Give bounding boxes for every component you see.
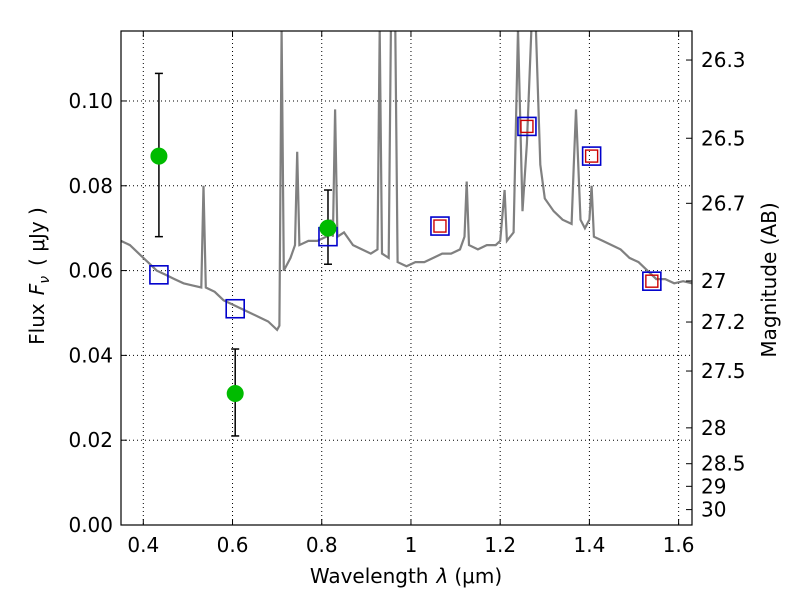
observed-nir-marker xyxy=(433,219,447,233)
y-axis-label: FluxFν( μJy ) xyxy=(25,207,53,345)
observed-nir-marker xyxy=(584,149,599,163)
plot-frame xyxy=(120,30,693,526)
x-tick-label: 1.6 xyxy=(663,533,695,557)
magnitude-tick-label: 29 xyxy=(701,474,726,498)
model-photometry-marker xyxy=(581,146,602,166)
magnitude-tick-label: 27.5 xyxy=(701,359,746,383)
magnitude-tick-label: 26.5 xyxy=(701,126,746,150)
model-photometry-marker xyxy=(517,116,537,137)
y-tick-label: 0.02 xyxy=(68,428,113,452)
y-tick-label: 0.04 xyxy=(68,343,113,367)
spectrum-line xyxy=(121,31,692,332)
right-axis-label: Magnitude (AB) xyxy=(757,202,781,357)
magnitude-tick-label: 30 xyxy=(701,498,726,522)
magnitude-tick-label: 26.3 xyxy=(701,48,746,72)
observed-nir-marker xyxy=(520,119,534,134)
magnitude-tick-label: 28 xyxy=(701,416,726,440)
observed-optical-marker xyxy=(319,219,337,237)
y-tick-label: 0.10 xyxy=(68,89,113,113)
x-tick-label: 0.4 xyxy=(127,533,159,557)
y-tick-label: 0.00 xyxy=(68,513,113,537)
axis-ticks xyxy=(121,31,692,526)
magnitude-tick-label: 27.2 xyxy=(701,310,746,334)
x-tick-labels: 0.4 0.6 0.8 1 1.2 1.4 1.6 xyxy=(127,533,694,557)
model-photometry-marker xyxy=(149,265,169,285)
model-photometry-marker xyxy=(225,298,245,319)
x-tick-label: 0.6 xyxy=(217,533,249,557)
model-photometry-marker xyxy=(642,271,662,291)
y-tick-label: 0.08 xyxy=(68,174,113,198)
observed-nir-marker xyxy=(645,274,659,288)
x-tick-label: 0.8 xyxy=(306,533,338,557)
observed-optical-marker xyxy=(150,147,168,165)
x-tick-label: 1.4 xyxy=(573,533,605,557)
y-tick-label: 0.06 xyxy=(68,259,113,283)
data-markers xyxy=(149,116,662,403)
x-axis-label: Wavelength λ (μm) xyxy=(310,564,502,588)
x-tick-label: 1 xyxy=(405,533,418,557)
plot-area xyxy=(121,31,692,437)
y-tick-labels: 0.00 0.02 0.04 0.06 0.08 0.10 xyxy=(68,89,113,537)
magnitude-tick-label: 26.7 xyxy=(701,191,746,215)
x-tick-label: 1.2 xyxy=(484,533,516,557)
magnitude-tick-label: 28.5 xyxy=(701,452,746,476)
magnitude-tick-label: 27 xyxy=(701,269,726,293)
model-photometry-marker xyxy=(430,216,450,236)
observed-optical-marker xyxy=(226,385,244,403)
